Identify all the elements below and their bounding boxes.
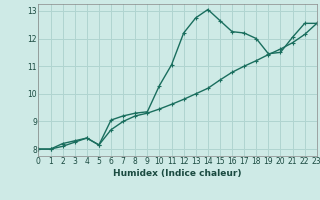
- X-axis label: Humidex (Indice chaleur): Humidex (Indice chaleur): [113, 169, 242, 178]
